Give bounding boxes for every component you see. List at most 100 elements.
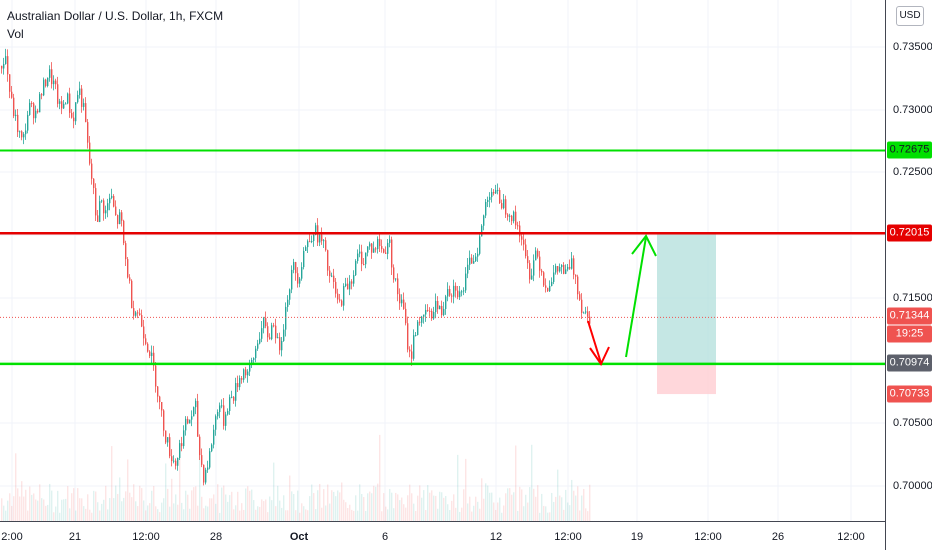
volume-bar <box>441 492 443 521</box>
volume-bar <box>99 510 101 521</box>
volume-bar <box>525 494 527 521</box>
candle-body <box>449 289 451 296</box>
volume-bar <box>423 490 425 521</box>
chart-canvas[interactable]: Australian Dollar / U.S. Dollar, 1h, FXC… <box>0 0 885 521</box>
candle-body <box>539 256 541 271</box>
volume-bar <box>471 511 473 521</box>
candle-body <box>463 290 465 292</box>
volume-bar <box>365 511 367 521</box>
volume-bar <box>467 503 469 521</box>
candle-body <box>419 321 421 323</box>
volume-bar <box>59 512 61 521</box>
time-axis[interactable]: 2:00 21 12:00 28 Oct 6 12 12:00 19 12:00… <box>0 521 885 551</box>
candle-body <box>273 325 275 327</box>
candle-body <box>343 286 345 306</box>
volume-bar <box>93 490 95 521</box>
candle-body <box>395 278 397 280</box>
candle-body <box>335 281 337 294</box>
volume-bar <box>559 495 561 521</box>
price-axis[interactable]: USD 0.73500 0.73000 0.72500 0.71500 0.70… <box>885 0 932 550</box>
candle-body <box>99 201 101 222</box>
candle-body <box>165 430 167 443</box>
volume-bar <box>239 510 241 521</box>
candle-body <box>111 196 113 198</box>
volume-bar <box>333 491 335 521</box>
candle-body <box>359 251 361 254</box>
volume-bar <box>283 495 285 521</box>
time-tick: 12:00 <box>837 531 865 543</box>
volume-bar <box>73 488 75 521</box>
volume-bar <box>125 491 127 521</box>
volume-bar <box>273 462 275 521</box>
volume-bar <box>519 486 521 521</box>
candle-body <box>349 281 351 290</box>
volume-bar <box>443 497 445 521</box>
candle-body <box>19 131 21 133</box>
candle-body <box>91 163 93 179</box>
candle-body <box>215 416 217 430</box>
candle-body <box>37 110 39 113</box>
price-tick: 0.70000 <box>893 480 932 492</box>
candle-body <box>453 285 455 297</box>
volume-bar <box>229 495 231 521</box>
candle-body <box>581 299 583 313</box>
candle-body <box>85 103 87 123</box>
candle-body <box>77 94 79 103</box>
volume-bar <box>35 499 37 521</box>
currency-button[interactable]: USD <box>896 6 924 26</box>
candle-body <box>447 289 449 297</box>
candle-body <box>157 386 159 397</box>
candle-body <box>345 283 347 287</box>
candle-body <box>499 190 501 204</box>
time-tick: 28 <box>209 531 223 543</box>
volume-bar <box>355 495 357 521</box>
candle-body <box>213 429 215 445</box>
candle-body <box>197 400 199 437</box>
candle-body <box>301 267 303 279</box>
volume-bar <box>23 496 25 521</box>
candle-body <box>149 351 151 357</box>
candle-body <box>137 312 139 314</box>
volume-bar <box>437 508 439 521</box>
candle-body <box>83 103 85 107</box>
volume-bar <box>279 500 281 521</box>
volume-bar <box>289 475 291 521</box>
candle-body <box>163 410 165 431</box>
candle-body <box>233 396 235 401</box>
candle-body <box>459 291 461 298</box>
candle-body <box>285 306 287 330</box>
volume-bar <box>77 488 79 521</box>
candle-body <box>353 275 355 284</box>
candle-body <box>211 444 213 452</box>
candle-body <box>433 312 435 319</box>
candle-body <box>183 430 185 447</box>
candle-body <box>389 239 391 243</box>
volume-bar <box>211 498 213 521</box>
candle-body <box>29 102 31 115</box>
volume-bar <box>213 494 215 521</box>
volume-bar <box>163 498 165 521</box>
volume-bar <box>105 485 107 521</box>
volume-bar <box>183 509 185 521</box>
candle-body <box>487 199 489 202</box>
time-tick: 19 <box>630 531 644 543</box>
volume-bar <box>133 484 135 521</box>
volume-bar <box>585 508 587 521</box>
volume-bar <box>45 505 47 521</box>
volume-bar <box>449 510 451 521</box>
volume-bar <box>111 446 113 521</box>
candle-body <box>555 266 557 273</box>
volume-bar <box>137 506 139 521</box>
candle-body <box>185 418 187 431</box>
candle-body <box>141 315 143 327</box>
volume-bar <box>391 492 393 521</box>
volume-bar <box>531 444 533 521</box>
volume-bar <box>349 504 351 521</box>
candlestick-chart[interactable] <box>0 0 885 521</box>
candle-body <box>175 460 177 466</box>
volume-bar <box>547 512 549 521</box>
candle-body <box>291 269 293 290</box>
candle-body <box>21 131 23 138</box>
volume-bar <box>505 493 507 521</box>
volume-bar <box>295 510 297 521</box>
